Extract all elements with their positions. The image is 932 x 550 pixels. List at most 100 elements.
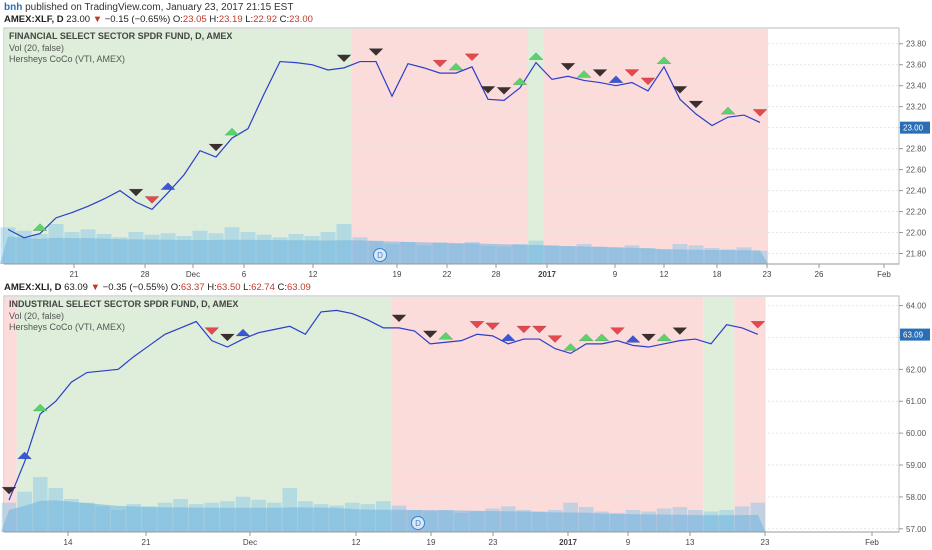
top-chart-panel[interactable]: 21.80 22.00 22.20 22.40 22.60 22.80 23.00 23.20… [0,27,932,277]
bottom-chart-panel[interactable]: 57.0058.0059.0060.0061.0062.0063.0064.00… [0,295,932,550]
signal-arrow-down-red[interactable] [640,77,656,86]
dividend-marker-circle[interactable] [411,516,425,530]
signal-arrow-down-red[interactable] [484,322,501,331]
x-tick-label: 23 [763,270,772,277]
signal-arrow-down-red[interactable] [752,109,768,117]
signal-arrow-down-black[interactable] [219,333,236,342]
signal-arrow-up-green[interactable] [448,62,464,71]
signal-arrow-down-red[interactable] [516,325,532,334]
publication-line: bnh published on TradingView.com, Januar… [4,2,293,13]
volume-ma-area [1,500,766,532]
signal-arrow-up-blue[interactable] [160,182,176,190]
y-tick-label: 64.00 [906,302,927,311]
signal-arrow-down-black[interactable] [672,327,688,336]
signal-arrow-down-red[interactable] [464,53,480,62]
signal-arrow-down-black[interactable] [640,333,657,342]
y-tick-label: 61.00 [906,397,927,406]
signal-arrow-down-black[interactable] [592,69,608,77]
signal-arrow-up-green[interactable] [656,333,672,342]
dividend-marker-label: D [415,519,421,528]
signal-arrow-down-red[interactable] [547,335,563,343]
signal-arrow-up-green[interactable] [438,331,454,340]
bottom-legend-indicator[interactable]: Hersheys CoCo (VTI, AMEX) [9,322,126,332]
signal-arrow-down-black[interactable] [208,143,224,152]
top-symbol[interactable]: AMEX:XLF, D [4,14,64,25]
signal-arrow-down-black[interactable] [672,86,688,94]
signal-arrow-down-black[interactable] [1,486,17,495]
signal-arrow-up-green[interactable] [578,333,594,342]
signal-arrow-up-green[interactable] [656,56,672,65]
top-legend: FINANCIAL SELECT SECTOR SPDR FUND, D, AM… [9,31,232,66]
signal-arrow-up-green[interactable] [32,223,48,231]
top-o-label: O: [172,14,183,25]
x-tick-label: 23 [761,538,770,547]
y-tick-label: 22.20 [906,208,927,217]
signal-arrow-down-red[interactable] [204,327,220,336]
signal-arrow-up-green[interactable] [224,127,240,136]
signal-arrow-down-black[interactable] [128,188,144,197]
top-l-label: L: [245,14,254,25]
signal-arrow-up-blue[interactable] [625,335,641,343]
signal-arrow-down-black[interactable] [688,100,704,109]
bottom-legend-vol[interactable]: Vol (20, false) [9,310,65,321]
bottom-close: 63.09 [287,282,311,293]
x-tick-label: 12 [352,538,361,547]
signal-arrow-down-black[interactable] [560,62,576,71]
signal-arrow-up-green[interactable] [594,333,610,342]
dividend-marker[interactable]: D [411,516,425,530]
bottom-legend-title: INDUSTRIAL SELECT SECTOR SPDR FUND, D, A… [9,299,239,309]
top-legend-indicator[interactable]: Hersheys CoCo (VTI, AMEX) [9,54,126,64]
top-legend-vol[interactable]: Vol (20, false) [9,42,65,53]
x-tick-label: Dec [186,270,200,277]
last-price-label: 23.00 [903,124,924,133]
signal-arrow-down-red[interactable] [609,327,626,336]
x-tick-label: 12 [660,270,669,277]
y-tick-label: 22.00 [906,229,927,238]
dividend-marker[interactable]: D [373,248,387,262]
signal-arrow-down-black[interactable] [368,48,384,56]
y-tick-label: 23.60 [906,61,927,70]
regime-band-bull [4,29,352,264]
signal-arrow-up-blue[interactable] [500,333,516,342]
bottom-c-label: C: [277,282,288,293]
signal-arrow-up-blue[interactable] [608,75,624,83]
signal-arrow-up-green[interactable] [32,403,48,412]
signal-arrow-down-red[interactable] [531,325,548,334]
x-tick-label: 21 [142,538,151,547]
signal-arrow-down-black[interactable] [480,86,496,94]
publisher-username[interactable]: bnh [4,2,23,13]
regime-band-bull [16,297,392,532]
signal-arrow-down-red[interactable] [432,59,448,68]
x-tick-label: 12 [309,270,318,277]
signal-arrow-down-red[interactable] [469,321,485,329]
x-tick-label: 19 [427,538,436,547]
signal-arrow-down-red[interactable] [750,321,766,329]
signal-arrow-down-black[interactable] [391,314,407,323]
signal-arrow-up-green[interactable] [576,70,592,78]
signal-arrow-down-red[interactable] [144,196,160,204]
price-line[interactable] [7,60,761,239]
signal-arrow-down-red[interactable] [624,69,640,77]
signal-arrow-down-black[interactable] [422,330,438,339]
signal-arrow-up-green[interactable] [720,106,736,115]
x-tick-label: 19 [393,270,402,277]
y-tick-label: 23.80 [906,40,927,49]
bottom-symbol[interactable]: AMEX:XLI, D [4,282,62,293]
signal-arrow-up-green[interactable] [562,343,579,351]
signal-arrow-up-green[interactable] [528,52,544,60]
last-price-badge [900,328,930,341]
signal-arrow-up-blue[interactable] [16,451,33,460]
top-change: −0.15 (−0.65%) [104,14,171,25]
signal-arrow-up-blue[interactable] [235,328,251,337]
y-tick-label: 21.80 [906,250,927,259]
bottom-legend: INDUSTRIAL SELECT SECTOR SPDR FUND, D, A… [9,299,238,334]
price-line[interactable] [8,309,759,501]
signal-arrow-up-green[interactable] [512,77,528,86]
dividend-marker-circle[interactable] [373,248,387,262]
signal-arrow-down-black[interactable] [496,87,512,95]
dividend-marker-label: D [377,251,383,260]
top-symbol-header: AMEX:XLF, D 23.00 ▼ −0.15 (−0.65%) O:23.… [4,14,313,25]
y-tick-label: 22.40 [906,187,927,196]
regime-band-bull [528,29,544,264]
signal-arrow-down-black[interactable] [336,54,352,63]
